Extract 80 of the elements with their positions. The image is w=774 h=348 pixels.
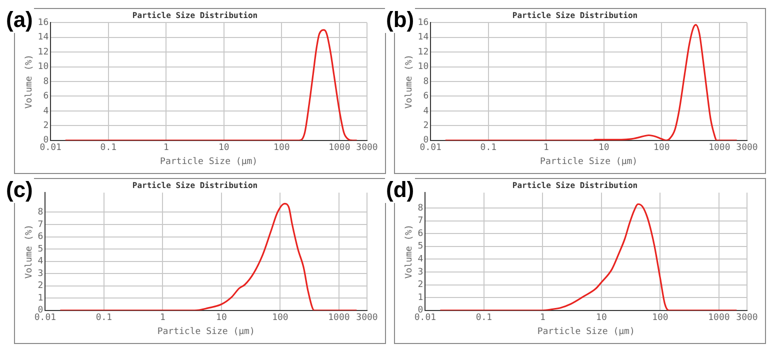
x-tick-label: 100 <box>652 313 668 324</box>
x-tick-label: 3000 <box>736 313 758 324</box>
x-tick-label: 1 <box>543 143 549 154</box>
y-tick-label: 7 <box>418 216 424 226</box>
x-tick-label: 0.01 <box>34 313 56 324</box>
x-tick-label: 10 <box>598 143 610 154</box>
y-tick-label: 8 <box>423 76 429 87</box>
text: (b) <box>385 7 416 33</box>
y-tick-label: 4 <box>38 256 44 267</box>
y-tick-label: 0 <box>418 306 424 316</box>
text: (a) <box>5 7 34 33</box>
y-tick-label: 2 <box>418 280 424 290</box>
y-tick-label: 3 <box>418 267 424 278</box>
text: (d) <box>385 177 416 203</box>
y-tick-label: 8 <box>38 208 44 218</box>
x-tick-label: 100 <box>274 143 290 154</box>
x-tick-label: 1000 <box>328 143 350 154</box>
y-tick-label: 0 <box>38 306 44 316</box>
x-tick-label: 100 <box>272 313 288 324</box>
x-tick-label: 0.01 <box>414 313 436 324</box>
x-tick-label: 10 <box>218 143 230 154</box>
x-tick-label: 0.1 <box>96 313 112 324</box>
y-tick-label: 0 <box>43 136 49 146</box>
x-tick-label: 1000 <box>708 313 730 324</box>
chart-title: Particle Size Distribution <box>132 180 258 190</box>
x-tick-label: 1 <box>163 143 169 154</box>
x-tick-label: 3000 <box>356 313 378 324</box>
x-axis-title: Particle Size (μm) <box>157 326 255 337</box>
y-tick-label: 10 <box>38 62 49 72</box>
x-axis-title: Particle Size (μm) <box>540 156 638 167</box>
y-tick-label: 6 <box>43 92 49 102</box>
x-tick-label: 0.01 <box>420 143 442 154</box>
y-tick-label: 7 <box>38 220 44 230</box>
x-tick-label: 0.1 <box>480 143 497 154</box>
chart-title: Particle Size Distribution <box>132 10 258 20</box>
chart-title: Particle Size Distribution <box>512 10 638 20</box>
y-tick-label: 8 <box>418 203 424 214</box>
y-tick-label: 6 <box>418 228 424 239</box>
y-axis-title: Volume (%) <box>404 224 415 279</box>
y-tick-label: 2 <box>38 281 44 292</box>
y-tick-label: 8 <box>43 76 49 87</box>
y-tick-label: 5 <box>418 242 424 252</box>
y-tick-label: 4 <box>423 106 429 116</box>
y-tick-label: 6 <box>38 232 44 242</box>
x-tick-label: 1000 <box>708 143 730 154</box>
y-tick-label: 4 <box>418 254 424 265</box>
y-tick-label: 2 <box>43 121 49 132</box>
y-tick-label: 10 <box>418 62 429 72</box>
x-tick-label: 0.01 <box>40 143 62 154</box>
y-tick-label: 16 <box>418 18 429 28</box>
x-tick-label: 10 <box>216 313 227 324</box>
y-tick-label: 1 <box>38 293 44 304</box>
y-tick-label: 1 <box>418 292 424 303</box>
x-tick-label: 1 <box>540 313 546 324</box>
x-axis-title: Particle Size (μm) <box>537 326 635 337</box>
y-axis-title: Volume (%) <box>24 54 35 109</box>
y-tick-label: 0 <box>423 136 429 146</box>
y-tick-label: 14 <box>418 32 429 43</box>
x-tick-label: 3000 <box>356 143 378 154</box>
x-tick-label: 1000 <box>328 313 350 324</box>
y-tick-label: 5 <box>38 244 44 254</box>
y-tick-label: 14 <box>38 32 49 43</box>
x-axis-title: Particle Size (μm) <box>160 156 258 167</box>
x-tick-label: 10 <box>596 313 607 324</box>
x-tick-label: 0.1 <box>100 143 117 154</box>
y-tick-label: 12 <box>418 47 429 58</box>
y-tick-label: 12 <box>38 47 49 58</box>
x-tick-label: 1 <box>160 313 166 324</box>
chart-title: Particle Size Distribution <box>512 180 638 190</box>
x-tick-label: 100 <box>654 143 670 154</box>
y-tick-label: 16 <box>38 18 49 28</box>
y-axis-title: Volume (%) <box>24 224 35 279</box>
y-axis-title: Volume (%) <box>404 54 415 109</box>
text: (c) <box>5 177 34 203</box>
y-tick-label: 2 <box>423 121 429 132</box>
x-tick-label: 3000 <box>736 143 758 154</box>
y-tick-label: 6 <box>423 92 429 102</box>
y-tick-label: 3 <box>38 268 44 279</box>
y-tick-label: 4 <box>43 106 49 116</box>
x-tick-label: 0.1 <box>476 313 492 324</box>
